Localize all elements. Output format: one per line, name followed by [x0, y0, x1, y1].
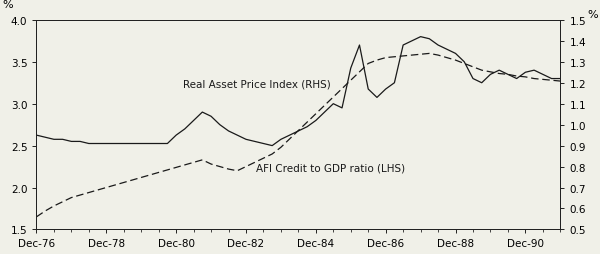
Text: AFI Credit to GDP ratio (LHS): AFI Credit to GDP ratio (LHS) — [256, 163, 406, 173]
Text: Real Asset Price Index (RHS): Real Asset Price Index (RHS) — [183, 80, 331, 90]
Y-axis label: %: % — [2, 1, 13, 10]
Y-axis label: %: % — [587, 10, 598, 20]
